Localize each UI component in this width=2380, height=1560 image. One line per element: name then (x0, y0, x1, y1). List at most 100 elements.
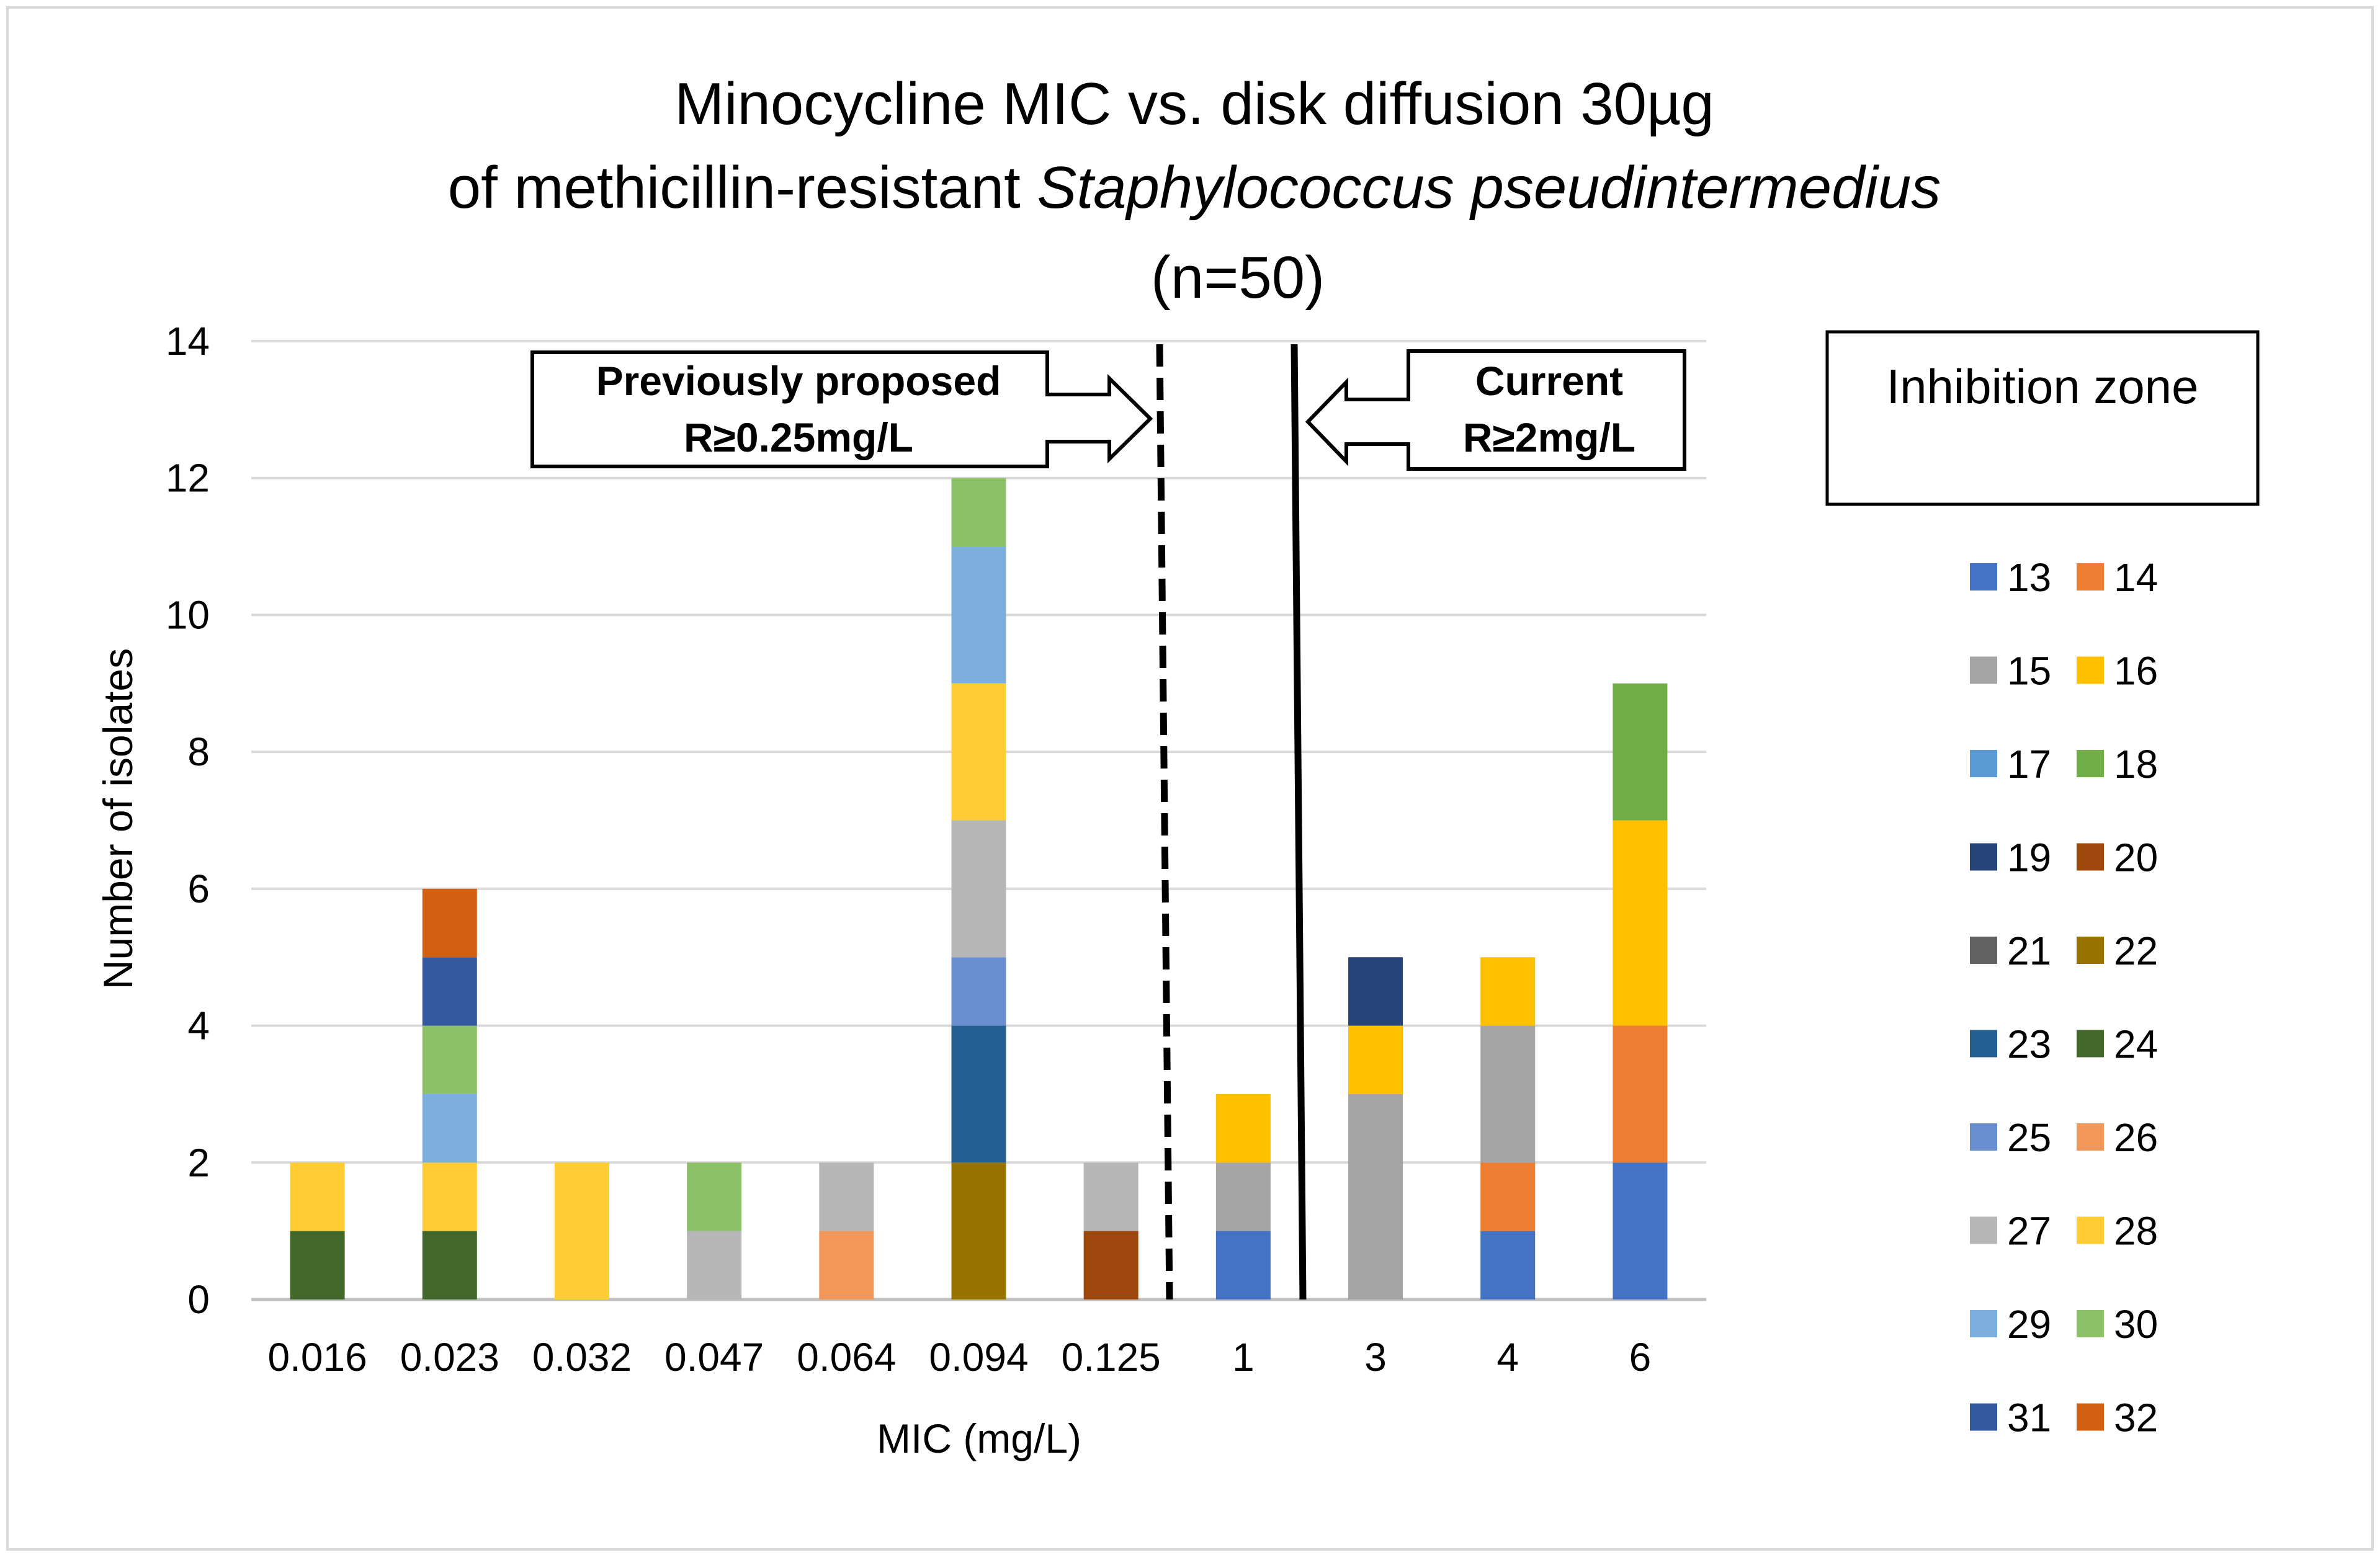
legend-label-30: 30 (2114, 1302, 2158, 1347)
bars (290, 478, 1668, 1299)
x-tick-label: 4 (1496, 1335, 1519, 1379)
bar-segment-0.023-zone-28 (422, 1162, 477, 1231)
bar-segment-0.023-zone-24 (422, 1231, 477, 1299)
legend-swatch-30 (2077, 1310, 2104, 1337)
bar-segment-4-zone-13 (1480, 1231, 1536, 1299)
legend-swatch-32 (2077, 1403, 2104, 1431)
bar-segment-3-zone-15 (1348, 1094, 1403, 1299)
x-tick-label: 0.016 (268, 1335, 367, 1379)
legend-label-29: 29 (2007, 1302, 2051, 1347)
previous-threshold-callout: Previously proposed R≥0.25mg/L (530, 350, 1153, 468)
legend-swatch-17 (1970, 750, 1997, 777)
legend-label-22: 22 (2114, 929, 2158, 973)
bar-segment-0.094-zone-25 (951, 957, 1006, 1026)
legend-label-18: 18 (2114, 742, 2158, 787)
bar-segment-0.094-zone-29 (951, 546, 1006, 684)
bar-segment-0.023-zone-30 (422, 1025, 477, 1094)
y-axis-label: Number of isolates (95, 648, 141, 989)
current-threshold-line (1291, 344, 1307, 1300)
bar-segment-0.023-zone-32 (422, 888, 477, 958)
legend-label-32: 32 (2114, 1396, 2158, 1440)
x-tick-label: 6 (1629, 1335, 1652, 1379)
x-tick-label: 0.064 (797, 1335, 896, 1379)
bar-segment-0.094-zone-22 (951, 1162, 1006, 1299)
legend-label-13: 13 (2007, 555, 2051, 600)
bar-segment-6-zone-13 (1613, 1162, 1668, 1299)
y-tick-label: 4 (187, 1004, 210, 1048)
legend-title-box (1825, 330, 2260, 506)
bar-segment-6-zone-18 (1613, 683, 1668, 821)
bar-segment-0.094-zone-23 (951, 1025, 1006, 1163)
current-threshold-callout: Current R≥2mg/L (1305, 349, 1686, 471)
bar-segment-4-zone-15 (1480, 1025, 1536, 1163)
x-tick-label: 3 (1364, 1335, 1387, 1379)
y-tick-label: 8 (187, 729, 210, 774)
y-tick-label: 10 (166, 592, 210, 637)
x-tick-label: 0.023 (400, 1335, 499, 1379)
bar-segment-0.094-zone-27 (951, 820, 1006, 958)
legend-swatch-24 (2077, 1030, 2104, 1058)
chart-title-line-3: (n=50) (1151, 244, 1325, 311)
legend-swatch-16 (2077, 656, 2104, 684)
bar-segment-0.094-zone-30 (951, 478, 1006, 547)
bar-segment-6-zone-14 (1613, 1025, 1668, 1163)
legend-swatch-21 (1970, 937, 1997, 964)
current-callout-arrow (1305, 349, 1686, 471)
bar-segment-3-zone-19 (1348, 957, 1403, 1026)
bar-segment-0.032-zone-28 (554, 1162, 609, 1299)
legend-label-16: 16 (2114, 649, 2158, 693)
legend-label-26: 26 (2114, 1115, 2158, 1160)
legend-label-20: 20 (2114, 836, 2158, 880)
bar-segment-0.023-zone-31 (422, 957, 477, 1026)
legend-label-14: 14 (2114, 555, 2158, 600)
legend: Inhibition zone 13 14 15 16 17 18 19 20 21 22 23 24… (1825, 330, 2260, 1440)
legend-label-25: 25 (2007, 1115, 2051, 1160)
legend-label-21: 21 (2007, 929, 2051, 973)
legend-swatch-26 (2077, 1123, 2104, 1151)
bar-segment-0.064-zone-27 (819, 1162, 874, 1231)
legend-swatch-23 (1970, 1030, 1997, 1058)
x-tick-labels: 0.016 0.023 0.032 0.047 0.064 0.094 0.125 1 3 4 6 (268, 1335, 1652, 1379)
legend-label-28: 28 (2114, 1209, 2158, 1254)
previous-threshold-line (1156, 344, 1173, 1300)
legend-swatch-18 (2077, 750, 2104, 777)
bar-segment-1-zone-13 (1215, 1231, 1271, 1299)
legend-title: Inhibition zone (1886, 359, 2198, 414)
legend-label-17: 17 (2007, 742, 2051, 787)
chart-title-italic: Staphylococcus pseudintermedius (1037, 154, 1941, 221)
x-tick-label: 1 (1232, 1335, 1255, 1379)
x-tick-label: 0.032 (532, 1335, 632, 1379)
current-callout-line-1: Current (1475, 358, 1623, 404)
current-callout-line-2: R≥2mg/L (1463, 414, 1635, 460)
bar-segment-0.125-zone-20 (1083, 1231, 1139, 1299)
legend-swatch-27 (1970, 1216, 1997, 1244)
legend-label-27: 27 (2007, 1209, 2051, 1254)
y-tick-labels: 0 2 4 6 8 10 12 14 (166, 319, 210, 1322)
bar-segment-0.064-zone-26 (819, 1231, 874, 1299)
chart-title-line-2-text: of methicillin-resistant (448, 154, 1037, 221)
legend-swatch-28 (2077, 1216, 2104, 1244)
chart-outer-border (6, 6, 2374, 1551)
bar-segment-0.016-zone-24 (290, 1231, 345, 1299)
x-tick-label: 0.125 (1062, 1335, 1161, 1379)
legend-swatch-19 (1970, 843, 1997, 871)
bar-segment-0.094-zone-28 (951, 683, 1006, 821)
bar-segment-6-zone-16 (1613, 820, 1668, 1026)
bar-segment-4-zone-16 (1480, 957, 1536, 1026)
legend-swatch-20 (2077, 843, 2104, 871)
bar-segment-0.016-zone-28 (290, 1162, 345, 1231)
bar-segment-0.125-zone-27 (1083, 1162, 1139, 1231)
previous-callout-line-2: R≥0.25mg/L (684, 414, 913, 460)
bar-segment-0.047-zone-30 (687, 1162, 742, 1231)
bar-segment-3-zone-16 (1348, 1025, 1403, 1094)
bar-segment-0.023-zone-29 (422, 1094, 477, 1163)
chart-title-line-1: Minocycline MIC vs. disk diffusion 30µg (674, 71, 1714, 137)
legend-swatch-14 (2077, 563, 2104, 591)
previous-callout-line-1: Previously proposed (596, 358, 1001, 404)
bar-segment-0.047-zone-27 (687, 1231, 742, 1299)
legend-swatch-29 (1970, 1310, 1997, 1337)
legend-label-24: 24 (2114, 1022, 2158, 1067)
y-tick-label: 12 (166, 456, 210, 501)
